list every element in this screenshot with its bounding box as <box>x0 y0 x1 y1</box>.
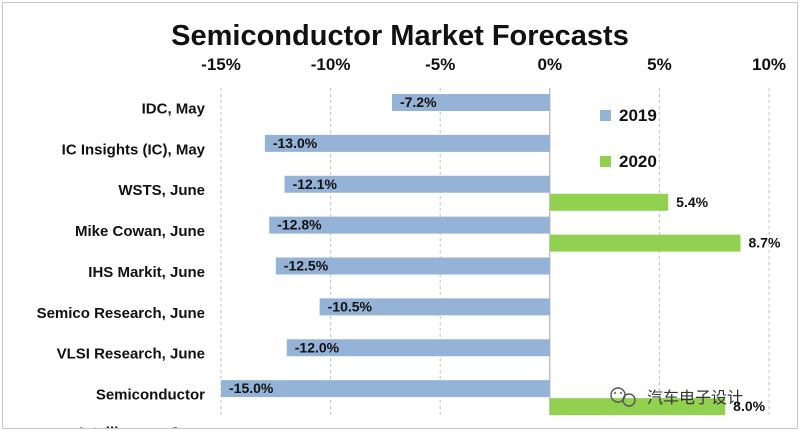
bar-2020 <box>549 398 726 416</box>
data-label-2019: -12.8% <box>277 217 322 233</box>
bar-2019 <box>269 216 550 234</box>
legend: 2019 2020 <box>600 106 657 171</box>
chart-title: Semiconductor Market Forecasts <box>171 20 629 52</box>
category-label: Semico Research, June <box>37 305 205 322</box>
x-tick-label: -15% <box>201 55 241 74</box>
category-label: VLSI Research, June <box>57 346 205 363</box>
data-label-2019: -10.5% <box>328 298 373 314</box>
bar-2019 <box>286 339 550 357</box>
bar-2020 <box>549 193 669 211</box>
watermark: 汽车电子设计 <box>610 387 743 407</box>
data-label-2019: -15.0% <box>229 380 274 396</box>
data-label-2019: -12.1% <box>293 176 338 192</box>
data-label-2019: -12.0% <box>295 339 340 355</box>
x-axis-ticks: -15% -10% -5% 0% 5% 10% <box>201 55 786 74</box>
category-label: WSTS, June <box>118 182 205 199</box>
x-tick-label: -5% <box>425 55 455 74</box>
bar-2019 <box>275 257 550 275</box>
bar-2019 <box>221 380 550 398</box>
category-label: IC Insights (IC), May <box>62 141 206 158</box>
wechat-logo-icon <box>610 387 636 407</box>
bar-2020 <box>549 234 741 252</box>
category-label: IDC, May <box>142 100 206 117</box>
category-labels: IDC, May IC Insights (IC), May WSTS, June M… <box>37 100 206 428</box>
x-tick-label: -10% <box>311 55 351 74</box>
legend-label-2020: 2020 <box>619 152 657 171</box>
bar-2019 <box>391 94 550 111</box>
category-label: IHS Markit, June <box>88 264 205 281</box>
data-label-2020: 8.7% <box>749 235 781 251</box>
category-label: Intelligence, June <box>79 425 205 428</box>
category-label: Mike Cowan, June <box>75 223 205 240</box>
bar-2019 <box>264 134 550 152</box>
data-label-2020: 5.4% <box>676 194 708 210</box>
category-label: Semiconductor <box>96 387 205 404</box>
legend-label-2019: 2019 <box>619 106 657 125</box>
x-tick-label: 0% <box>538 55 563 74</box>
data-label-2019: -13.0% <box>273 135 318 151</box>
bar-chart: Semiconductor Market Forecasts -15% -10% -… <box>37 20 786 428</box>
data-label-2019: -12.5% <box>284 258 329 274</box>
x-tick-label: 10% <box>752 55 786 74</box>
data-label-2019: -7.2% <box>400 94 437 110</box>
watermark-text: 汽车电子设计 <box>647 388 743 407</box>
bar-2019 <box>284 175 550 193</box>
bar-2019 <box>319 298 550 316</box>
legend-swatch-2020 <box>600 156 611 167</box>
bars: -7.2% -13.0% -12.1% 5.4% -12.8% 8.7% -12.5% -10… <box>221 94 781 416</box>
data-label-2020: 8.0% <box>733 398 765 414</box>
x-tick-label: 5% <box>647 55 672 74</box>
legend-swatch-2019 <box>600 110 611 121</box>
